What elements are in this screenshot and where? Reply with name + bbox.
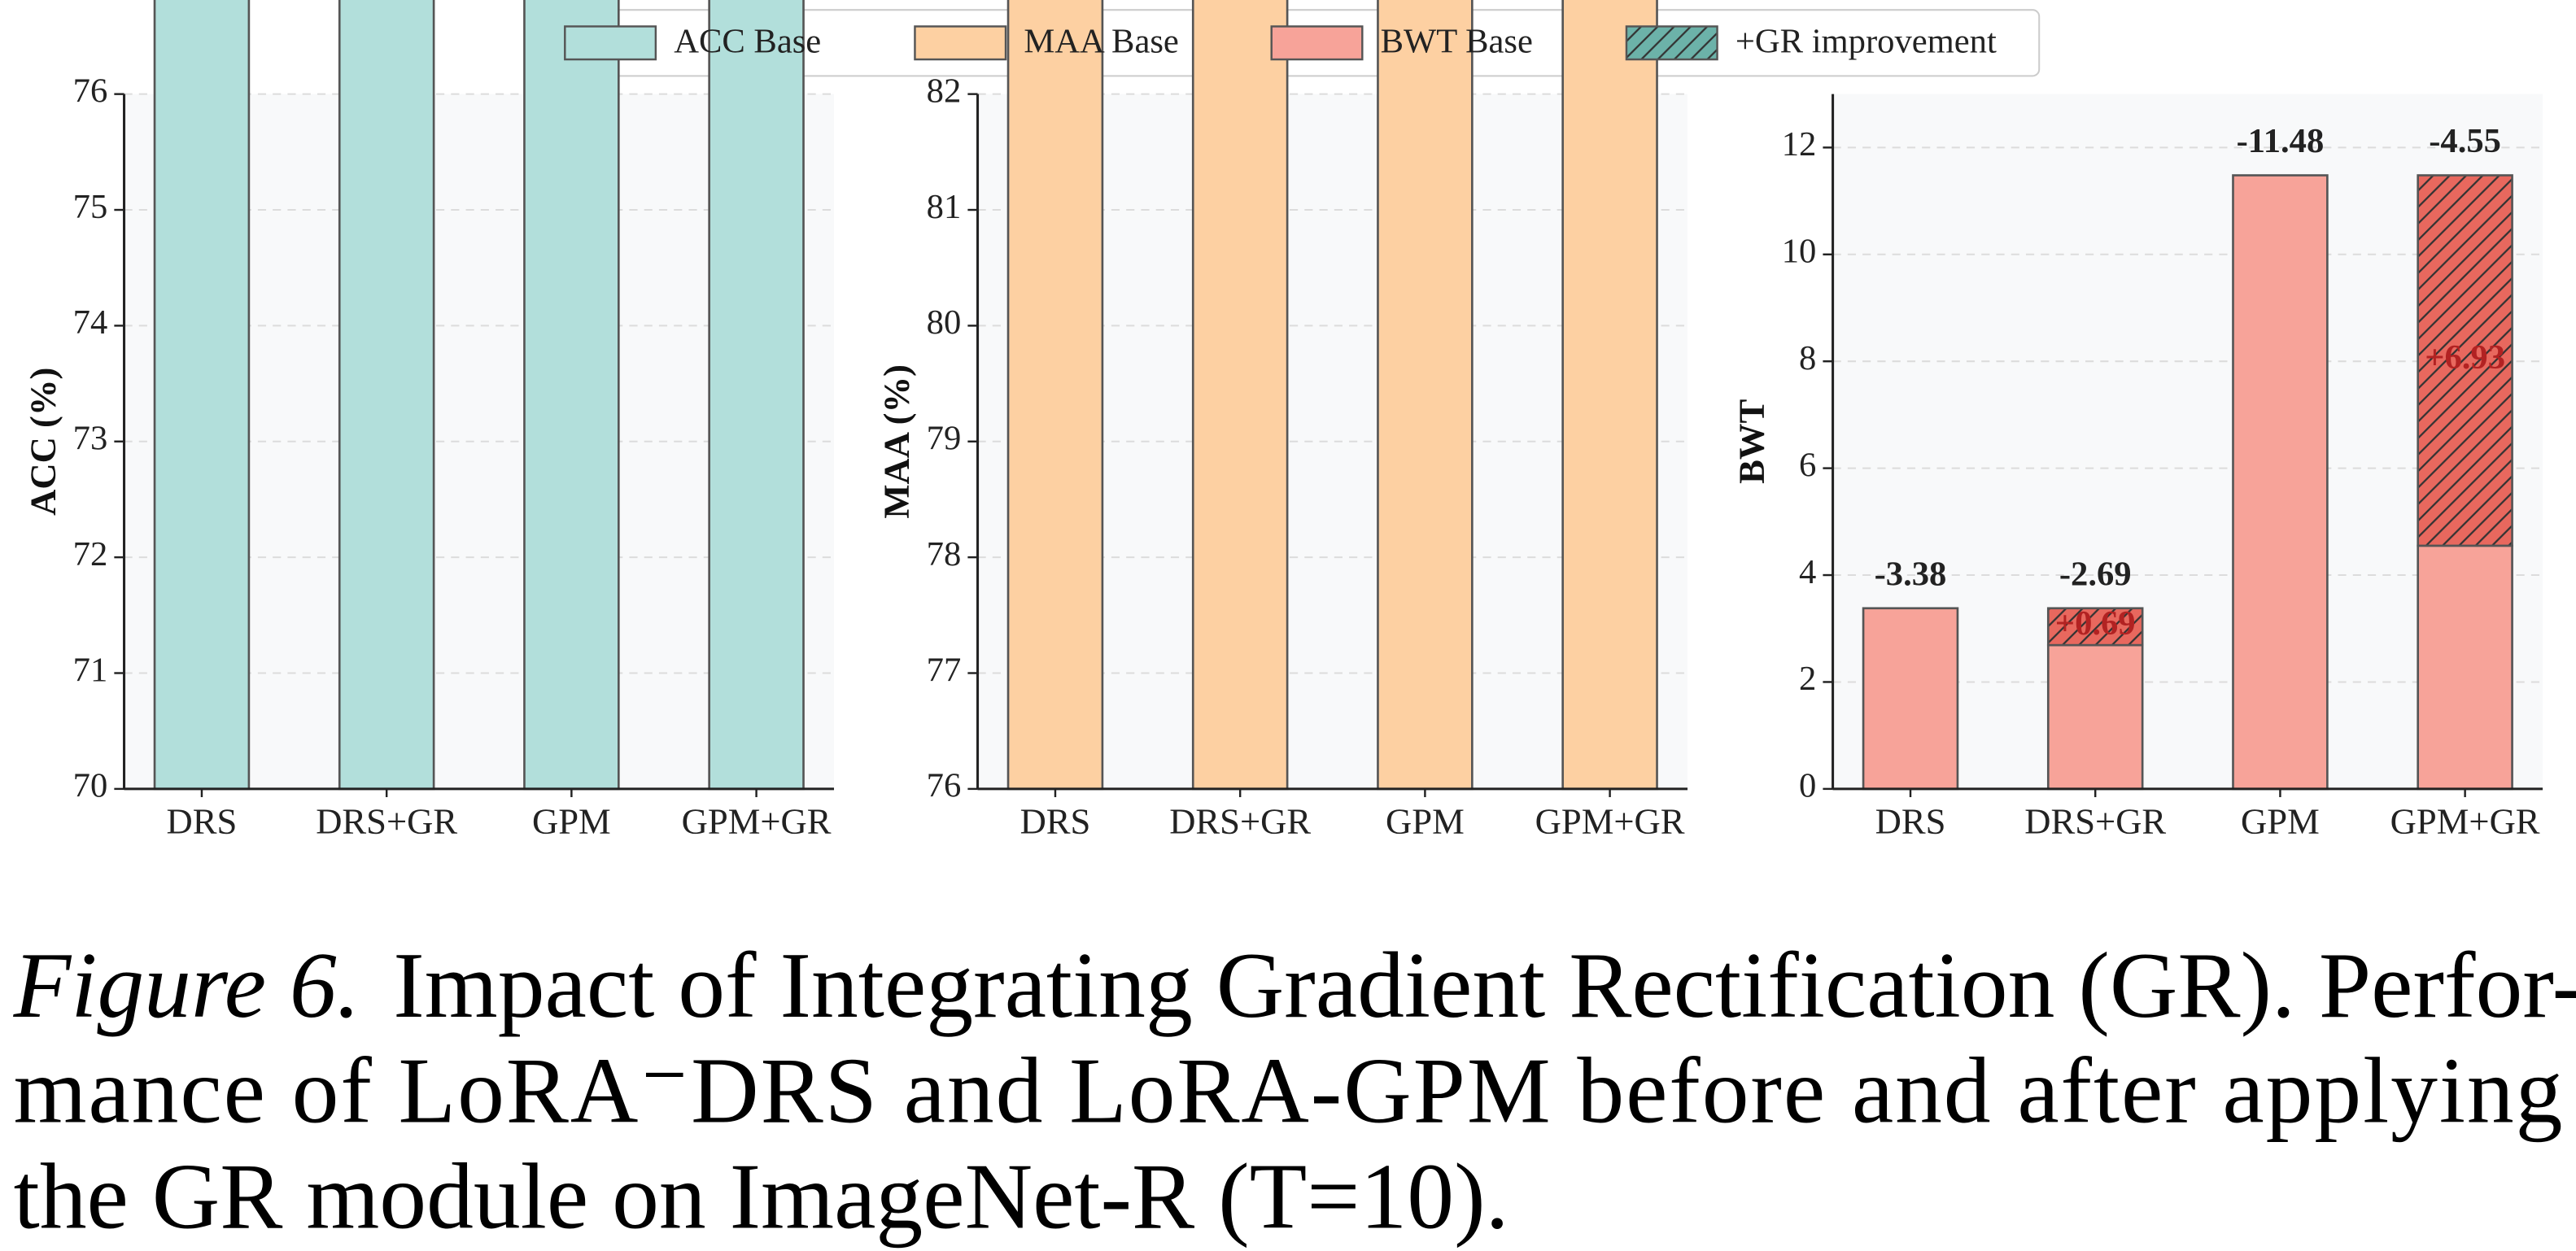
x-tick-label: GPM [1386,801,1465,842]
x-tick-label: DRS [1875,801,1946,842]
y-tick-label: 72 [73,535,108,573]
y-axis-label: MAA (%) [875,364,916,519]
y-tick-label: 78 [927,535,962,573]
x-tick-label: DRS [1020,801,1091,842]
legend-swatch [914,25,1007,61]
bar-total-label: -3.38 [1875,555,1947,593]
x-tick-label: DRS+GR [2024,801,2166,842]
base-bar [1561,0,1658,791]
caption-line: the GR module on ImageNet-R (T=10). [14,1145,1509,1249]
bar-total-label: -2.69 [2059,555,2132,593]
y-tick-label: 82 [927,72,962,110]
y-tick-label: 6 [1799,446,1816,484]
base-bar [153,0,251,791]
legend-swatch [1625,25,1718,61]
improvement-label: +6.93 [2425,338,2505,377]
improvement-label: +0.69 [2055,604,2136,643]
x-tick-label: GPM+GR [2390,801,2540,842]
x-tick-label: GPM [532,801,611,842]
y-tick-label: 74 [73,303,108,342]
x-tick-label: DRS [167,801,238,842]
caption-line: mance of LoRA⁻DRS and LoRA-GPM before an… [14,1040,2563,1144]
legend-label: +GR improvement [1736,23,1997,61]
y-tick-label: 71 [73,651,108,689]
x-tick-label: GPM [2241,801,2320,842]
y-tick-label: 4 [1799,553,1816,591]
base-bar [1191,0,1289,791]
y-tick-label: 81 [927,188,962,226]
y-tick-label: 76 [927,767,962,805]
y-tick-label: 77 [927,651,962,689]
x-tick-label: GPM+GR [682,801,832,842]
caption-label: Figure 6. [13,934,360,1038]
legend-swatch [1270,25,1364,61]
improvement-bar [2046,607,2144,647]
base-bar [2046,643,2144,791]
x-tick-label: DRS+GR [1169,801,1311,842]
y-tick-label: 0 [1799,767,1816,805]
caption-text: Impact of Integrating Gradient Rectifica… [393,934,2576,1038]
legend-label: MAA Base [1024,23,1179,61]
y-axis-label: BWT [1731,399,1771,483]
bar-total-label: -4.55 [2429,122,2501,160]
y-tick-label: 2 [1799,660,1816,698]
caption-line: Figure 6. Impact of Integrating Gradient … [13,934,2576,1038]
y-tick-label: 80 [927,303,962,342]
x-tick-label: DRS+GR [316,801,457,842]
legend-label: ACC Base [674,23,821,61]
y-tick-label: 10 [1782,233,1817,271]
base-bar [1377,0,1474,791]
x-tick-label: GPM+GR [1535,801,1685,842]
y-tick-label: 76 [73,72,108,110]
base-bar [523,0,620,791]
base-bar [338,0,435,791]
base-bar [2417,544,2513,791]
improvement-bar [2417,174,2513,547]
y-axis-label: ACC (%) [22,368,63,516]
y-tick-label: 8 [1799,339,1816,377]
legend-swatch [564,25,657,61]
base-bar [1862,607,1959,791]
base-bar [708,0,805,791]
y-tick-label: 73 [73,420,108,458]
base-bar [1006,0,1104,791]
y-tick-label: 75 [73,188,108,226]
bar-total-label: -11.48 [2237,122,2325,160]
base-bar [2232,174,2329,791]
legend-label: BWT Base [1381,23,1533,61]
y-tick-label: 70 [73,767,108,805]
y-tick-label: 12 [1782,125,1817,163]
y-tick-label: 79 [927,420,962,458]
